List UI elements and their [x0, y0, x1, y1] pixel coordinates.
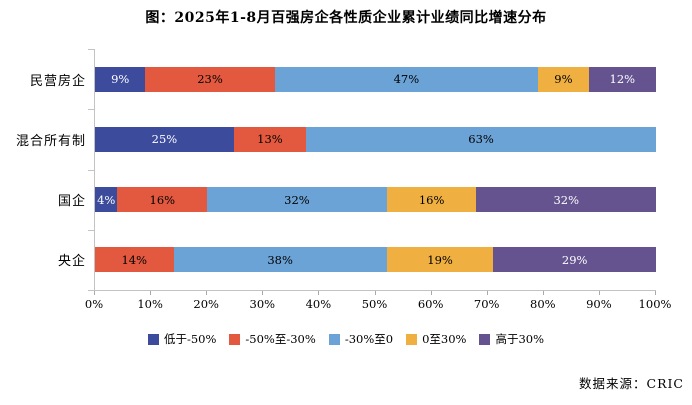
x-axis-tick-label: 90%: [586, 297, 612, 311]
bar-segment: 29%: [493, 247, 657, 273]
x-axis-tick: [430, 291, 432, 295]
bar-row: 14% 38% 19% 29%: [95, 230, 657, 290]
category-label: 民营房企: [29, 73, 86, 89]
y-axis-tick: [88, 229, 94, 231]
x-axis-tick-label: 50%: [361, 297, 388, 311]
x-axis-tick: [150, 291, 152, 295]
x-axis-tick: [318, 291, 320, 295]
legend-item: 0至30%: [406, 331, 466, 347]
y-axis-tick: [88, 169, 94, 171]
bar-row: 9% 23% 47% 9% 12%: [95, 49, 656, 109]
x-axis-tick-label: 0%: [84, 297, 104, 311]
category-label: 国企: [57, 194, 86, 209]
legend-swatch-icon: [479, 333, 491, 345]
legend-label: -30%至0: [344, 332, 394, 346]
legend-item: -30%至0: [328, 331, 394, 347]
x-axis-tick: [262, 291, 264, 295]
stacked-bar: 9% 23% 47% 9% 12%: [95, 66, 656, 92]
bar-segment: 12%: [588, 66, 656, 92]
legend-item: 高于30%: [479, 331, 544, 347]
plot-area: 9% 23% 47% 9% 12% 25% 13% 63% 4% 16% 32% 16% 32% 14% 3…: [94, 49, 657, 291]
x-axis-tick: [374, 291, 376, 295]
x-axis-tick-label: 80%: [530, 297, 556, 311]
x-axis-tick-label: 20%: [193, 297, 219, 311]
legend-swatch-icon: [147, 333, 159, 345]
bar-segment: 13%: [233, 126, 307, 152]
legend-label: 0至30%: [422, 332, 467, 346]
legend-item: 低于-50%: [147, 331, 217, 347]
stacked-bar: 14% 38% 19% 29%: [95, 247, 657, 273]
bar-segment: 23%: [145, 66, 275, 92]
legend-swatch-icon: [229, 333, 241, 345]
x-axis-tick: [598, 291, 600, 295]
x-axis-tick: [94, 291, 95, 295]
bar-segment: 38%: [173, 247, 387, 273]
bar-segment: 4%: [95, 187, 118, 212]
x-axis-tick-label: 60%: [417, 297, 444, 311]
legend-swatch-icon: [406, 333, 418, 345]
stacked-bar: 4% 16% 32% 16% 32%: [95, 187, 656, 212]
bar-segment: 16%: [117, 187, 208, 212]
bar-segment: 32%: [207, 187, 387, 212]
y-axis-tick: [88, 109, 94, 111]
bar-segment: 25%: [95, 126, 234, 152]
legend-label: 高于30%: [495, 332, 545, 346]
bar-segment: 16%: [386, 187, 477, 212]
bar-segment: 9%: [95, 66, 146, 92]
bar-row: 25% 13% 63%: [95, 109, 656, 169]
x-axis-tick: [486, 291, 488, 295]
bar-segment: 14%: [95, 247, 174, 273]
x-axis-tick: [655, 291, 656, 295]
legend-label: -50%至-30%: [245, 332, 316, 346]
legend-swatch-icon: [328, 333, 340, 345]
bar-segment: 19%: [386, 247, 494, 273]
bar-segment: 32%: [476, 187, 656, 212]
x-axis-tick-label: 100%: [638, 297, 672, 311]
category-label: 混合所有制: [15, 133, 86, 149]
x-axis-tick-label: 40%: [305, 297, 332, 311]
bar-segment: 47%: [274, 66, 539, 92]
y-axis-tick: [88, 290, 94, 291]
data-source-label: 数据来源：CRIC: [579, 376, 684, 391]
legend: 低于-50% -50%至-30% -30%至0 0至30% 高于30%: [0, 331, 692, 347]
stacked-bar: 25% 13% 63%: [95, 126, 656, 152]
bar-segment: 9%: [538, 66, 589, 92]
x-axis-tick: [206, 291, 208, 295]
legend-label: 低于-50%: [163, 332, 217, 346]
x-axis-tick-label: 30%: [249, 297, 276, 311]
bar-row: 4% 16% 32% 16% 32%: [95, 170, 656, 230]
bar-segment: 63%: [306, 126, 656, 152]
category-label: 央企: [57, 254, 86, 270]
x-axis-tick: [542, 291, 544, 295]
legend-item: -50%至-30%: [229, 331, 316, 347]
x-axis-tick-label: 10%: [137, 297, 163, 311]
y-axis-tick: [88, 49, 94, 50]
x-axis-tick-label: 70%: [473, 297, 500, 311]
chart-title: 图：2025年1-8月百强房企各性质企业累计业绩同比增速分布: [145, 10, 547, 26]
